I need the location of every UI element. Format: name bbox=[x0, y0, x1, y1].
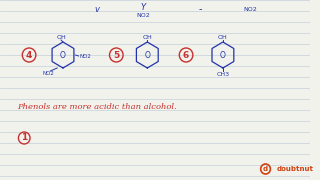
Text: 5: 5 bbox=[113, 51, 119, 60]
Text: Y: Y bbox=[141, 3, 146, 12]
Text: NO2: NO2 bbox=[43, 71, 54, 75]
Text: O: O bbox=[144, 51, 150, 60]
Text: O: O bbox=[220, 51, 226, 60]
Text: 4: 4 bbox=[26, 51, 32, 60]
Text: OH: OH bbox=[142, 35, 152, 39]
Text: Phenols are more acidic than alcohol.: Phenols are more acidic than alcohol. bbox=[18, 103, 177, 111]
Text: NO2: NO2 bbox=[79, 53, 91, 59]
Text: NO2: NO2 bbox=[243, 6, 257, 12]
Text: doubtnut: doubtnut bbox=[276, 166, 313, 172]
Text: d: d bbox=[263, 166, 268, 172]
Text: -: - bbox=[199, 4, 202, 14]
Text: 6: 6 bbox=[183, 51, 189, 60]
Text: 1: 1 bbox=[21, 134, 27, 143]
Text: CH3: CH3 bbox=[216, 71, 229, 76]
Text: v: v bbox=[94, 4, 100, 14]
Text: OH: OH bbox=[56, 35, 66, 39]
Text: NO2: NO2 bbox=[137, 12, 150, 17]
Text: O: O bbox=[60, 51, 66, 60]
Text: OH: OH bbox=[218, 35, 228, 39]
